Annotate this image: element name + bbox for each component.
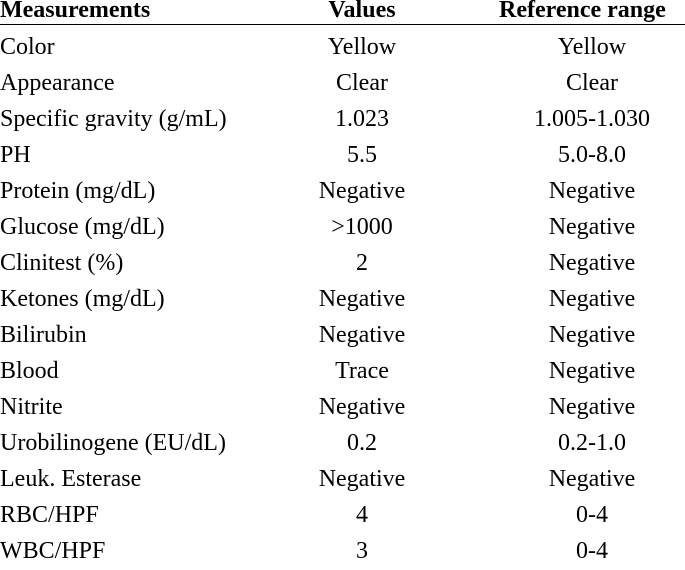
table-row: PH 5.5 5.0-8.0 — [0, 138, 685, 174]
column-header-reference-range: Reference range — [499, 0, 666, 23]
table-row: Glucose (mg/dL) >1000 Negative — [0, 210, 685, 246]
cell-measurement: Specific gravity (g/mL) — [0, 106, 227, 132]
cell-value: Clear — [336, 70, 388, 96]
cell-reference: 0-4 — [576, 502, 608, 528]
table-row: Ketones (mg/dL) Negative Negative — [0, 282, 685, 318]
cell-value: 2 — [356, 250, 368, 276]
cell-value: Yellow — [327, 34, 397, 60]
table-row: Protein (mg/dL) Negative Negative — [0, 174, 685, 210]
cell-reference: Negative — [548, 394, 636, 420]
table-row: WBC/HPF 3 0-4 — [0, 534, 685, 570]
cell-value: 5.5 — [347, 142, 377, 168]
cell-measurement: Glucose (mg/dL) — [0, 214, 165, 240]
cell-reference: Negative — [548, 214, 636, 240]
cell-reference: 0-4 — [576, 538, 608, 564]
cell-reference: Negative — [548, 358, 636, 384]
cell-measurement: Ketones (mg/dL) — [0, 286, 165, 312]
cell-value: >1000 — [331, 214, 393, 240]
cell-measurement: Protein (mg/dL) — [0, 178, 156, 204]
cell-reference: 1.005-1.030 — [534, 106, 650, 132]
cell-reference: Negative — [548, 322, 636, 348]
table-row: Specific gravity (g/mL) 1.023 1.005-1.03… — [0, 102, 685, 138]
cell-value: Negative — [318, 322, 406, 348]
cell-value: 0.2 — [347, 430, 377, 456]
cell-value: Trace — [335, 358, 389, 384]
table-row: Urobilinogene (EU/dL) 0.2 0.2-1.0 — [0, 426, 685, 462]
table-body: Color Yellow Yellow Appearance Clear Cle… — [0, 30, 685, 570]
cell-reference: Negative — [548, 250, 636, 276]
cell-measurement: Nitrite — [0, 394, 63, 420]
cell-value: 3 — [356, 538, 368, 564]
cell-reference: 5.0-8.0 — [558, 142, 626, 168]
cell-measurement: Blood — [0, 358, 59, 384]
cell-value: 4 — [356, 502, 368, 528]
cell-measurement: Color — [0, 34, 55, 60]
table-header-row: Measurements Values Reference range — [0, 0, 685, 25]
table-row: RBC/HPF 4 0-4 — [0, 498, 685, 534]
table-row: Bilirubin Negative Negative — [0, 318, 685, 354]
table-row: Color Yellow Yellow — [0, 30, 685, 66]
cell-measurement: Urobilinogene (EU/dL) — [0, 430, 226, 456]
cell-measurement: PH — [0, 142, 31, 168]
cell-measurement: Appearance — [0, 70, 115, 96]
cell-measurement: Bilirubin — [0, 322, 87, 348]
cell-reference: Clear — [566, 70, 618, 96]
cell-value: Negative — [318, 466, 406, 492]
cell-reference: Negative — [548, 286, 636, 312]
cell-value: Negative — [318, 394, 406, 420]
column-header-measurements: Measurements — [0, 0, 151, 23]
cell-measurement: Clinitest (%) — [0, 250, 124, 276]
cell-measurement: RBC/HPF — [0, 502, 99, 528]
table-row: Nitrite Negative Negative — [0, 390, 685, 426]
cell-value: Negative — [318, 178, 406, 204]
cell-reference: Yellow — [557, 34, 627, 60]
table-row: Leuk. Esterase Negative Negative — [0, 462, 685, 498]
cell-reference: Negative — [548, 178, 636, 204]
table-row: Clinitest (%) 2 Negative — [0, 246, 685, 282]
cell-value: 1.023 — [335, 106, 389, 132]
table-row: Appearance Clear Clear — [0, 66, 685, 102]
cell-reference: Negative — [548, 466, 636, 492]
cell-measurement: WBC/HPF — [0, 538, 106, 564]
cell-measurement: Leuk. Esterase — [0, 466, 142, 492]
column-header-values: Values — [328, 0, 396, 23]
cell-reference: 0.2-1.0 — [558, 430, 626, 456]
cell-value: Negative — [318, 286, 406, 312]
table-row: Blood Trace Negative — [0, 354, 685, 390]
